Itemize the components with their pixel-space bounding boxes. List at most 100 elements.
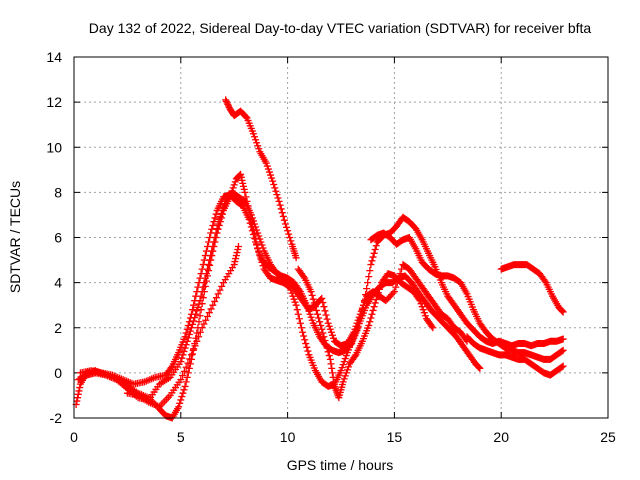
- plus-marker: [283, 223, 291, 231]
- plus-marker: [308, 316, 316, 324]
- plus-marker: [428, 322, 436, 330]
- plus-marker: [558, 306, 566, 314]
- plus-marker: [365, 273, 373, 281]
- plus-marker: [310, 299, 318, 307]
- plus-marker: [377, 282, 385, 290]
- plus-marker: [216, 286, 224, 294]
- plus-marker: [294, 310, 302, 318]
- plus-marker: [245, 215, 253, 223]
- plus-marker: [202, 316, 210, 324]
- plus-marker: [306, 310, 314, 318]
- plus-marker: [364, 279, 372, 287]
- y-tick-label: 10: [46, 139, 62, 155]
- plus-marker: [367, 261, 375, 269]
- plus-marker: [360, 297, 368, 305]
- plus-marker: [196, 312, 204, 320]
- plus-marker: [421, 312, 429, 320]
- plus-marker: [193, 288, 201, 296]
- plus-marker: [216, 212, 224, 220]
- plus-marker: [300, 273, 308, 281]
- plus-marker: [250, 133, 258, 141]
- plus-marker: [175, 403, 183, 411]
- plus-marker: [200, 256, 208, 264]
- plus-marker: [559, 362, 567, 370]
- plus-marker: [202, 247, 210, 255]
- plus-marker: [307, 288, 315, 296]
- plus-marker: [314, 310, 322, 318]
- plus-marker: [357, 310, 365, 318]
- plus-marker: [369, 306, 377, 314]
- plus-marker: [429, 324, 437, 332]
- y-tick-label: 0: [54, 365, 62, 381]
- plus-marker: [340, 375, 348, 383]
- plus-marker: [187, 351, 195, 359]
- plus-marker: [263, 162, 271, 170]
- plus-marker: [278, 209, 286, 217]
- plus-marker: [320, 333, 328, 341]
- plus-marker: [559, 346, 567, 354]
- plus-marker: [211, 214, 219, 222]
- plus-marker: [237, 170, 245, 178]
- plus-marker: [179, 372, 187, 380]
- plus-marker: [273, 191, 281, 199]
- plus-marker: [207, 305, 215, 313]
- plus-marker: [195, 333, 203, 341]
- plus-marker: [304, 347, 312, 355]
- plus-marker: [267, 171, 275, 179]
- plus-marker: [303, 343, 311, 351]
- plus-marker: [291, 298, 299, 306]
- plus-marker: [300, 332, 308, 340]
- plus-marker: [322, 311, 330, 319]
- plus-marker: [356, 315, 364, 323]
- plus-marker: [190, 301, 198, 309]
- x-axis-label: GPS time / hours: [287, 457, 394, 473]
- plus-marker: [205, 238, 213, 246]
- plus-marker: [342, 369, 350, 377]
- plus-marker: [221, 200, 229, 208]
- x-tick-label: 0: [70, 429, 78, 445]
- plus-marker: [193, 337, 201, 345]
- plus-marker: [191, 342, 199, 350]
- plus-marker: [341, 372, 349, 380]
- y-tick-label: 8: [54, 184, 62, 200]
- plus-marker: [230, 181, 238, 189]
- plus-marker: [318, 294, 326, 302]
- plus-marker: [420, 309, 428, 317]
- plus-marker: [76, 384, 84, 392]
- plus-marker: [308, 291, 316, 299]
- plus-marker: [341, 355, 349, 363]
- plus-marker: [73, 397, 81, 405]
- plus-marker: [199, 261, 207, 269]
- plus-marker: [254, 142, 262, 150]
- plus-marker: [285, 230, 293, 238]
- plus-marker: [295, 286, 303, 294]
- plus-marker: [372, 296, 380, 304]
- plus-marker: [185, 318, 193, 326]
- plus-marker: [311, 303, 319, 311]
- plus-marker: [326, 325, 334, 333]
- plus-marker: [330, 334, 338, 342]
- plus-marker: [315, 314, 323, 322]
- plus-marker: [279, 212, 287, 220]
- plus-marker: [234, 246, 242, 254]
- plus-marker: [475, 364, 483, 372]
- plus-marker: [417, 300, 425, 308]
- plus-marker: [250, 234, 258, 242]
- plus-marker: [324, 319, 332, 327]
- series-track-7: [463, 333, 567, 379]
- plus-marker: [474, 363, 482, 371]
- plus-marker: [191, 297, 199, 305]
- plus-marker: [309, 295, 317, 303]
- plus-marker: [181, 333, 189, 341]
- plus-marker: [396, 270, 404, 278]
- plus-marker: [274, 194, 282, 202]
- plus-marker: [253, 226, 261, 234]
- plus-marker: [287, 237, 295, 245]
- plus-marker: [272, 187, 280, 195]
- plus-marker: [321, 307, 329, 315]
- plus-marker: [234, 243, 242, 251]
- plus-marker: [296, 319, 304, 327]
- plus-marker: [178, 393, 186, 401]
- plus-marker: [297, 324, 305, 332]
- plus-marker: [295, 315, 303, 323]
